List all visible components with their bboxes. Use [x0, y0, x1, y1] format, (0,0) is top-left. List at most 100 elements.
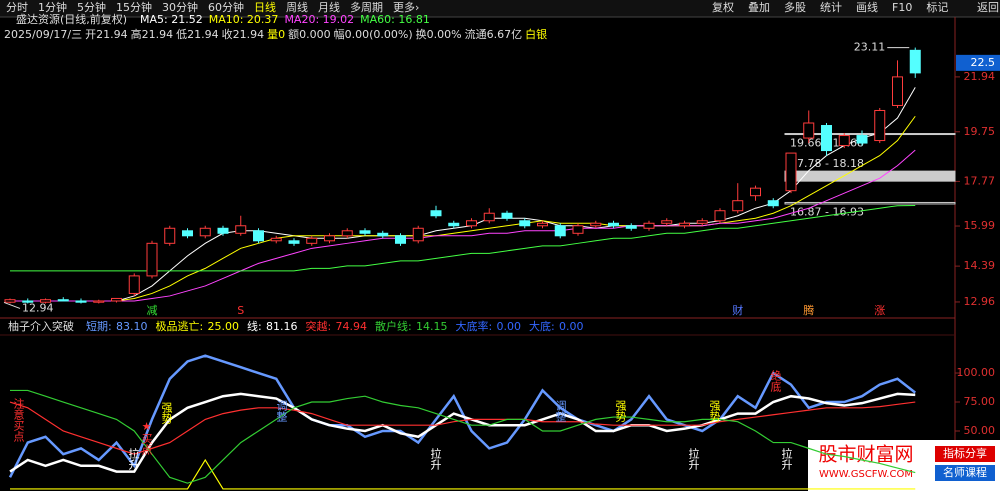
quote-item: 高21.94 — [131, 27, 174, 41]
y-tick-label: 15.99 — [964, 219, 996, 232]
legend-sep: : — [489, 320, 493, 333]
toolbar-button[interactable]: 画线 — [856, 0, 878, 14]
back-button[interactable]: 返回 — [977, 1, 999, 14]
quote-item: 额0.000 — [288, 28, 331, 41]
candle-body — [146, 242, 158, 277]
watermark-url: WWW.GSCFW.COM — [819, 469, 913, 480]
toolbar-tab[interactable]: 日线 — [254, 0, 276, 14]
candle-body — [821, 125, 832, 152]
annotation: 拉升 — [127, 447, 140, 471]
toolbar-tab[interactable]: 15分钟 — [116, 0, 152, 14]
y-tick-label: 17.77 — [964, 174, 996, 187]
signal-label: S — [237, 304, 244, 317]
indicator-line — [9, 392, 916, 473]
indicator-line — [10, 389, 916, 484]
quote-item: 2025/09/17/三 — [4, 28, 82, 41]
watermark-tag: 名师课程 — [943, 465, 987, 479]
candle-body — [270, 237, 282, 242]
candle-body — [554, 225, 566, 237]
price-zone — [784, 170, 956, 182]
legend-value: 25.00 — [208, 320, 240, 333]
y-tick-label: 12.96 — [964, 295, 996, 308]
toolbar-tab[interactable]: 1分钟 — [38, 0, 67, 14]
signal-label: 财 — [732, 303, 743, 317]
legend-value: 14.15 — [416, 320, 448, 333]
annotation: 强势 — [614, 400, 627, 422]
candle-body — [874, 109, 886, 142]
y-tick-label: 50.00 — [964, 424, 996, 437]
candle-body — [93, 300, 105, 303]
legend-name: 突越 — [306, 319, 328, 333]
legend-sep: : — [408, 320, 412, 333]
candle-body — [377, 232, 389, 237]
toolbar-tab[interactable]: 多周期 — [350, 0, 383, 14]
quote-item: 流通6.67亿 — [465, 27, 523, 41]
candle-body — [909, 49, 921, 74]
annotation: ★买点 — [140, 420, 153, 456]
indicator-line — [9, 401, 916, 455]
candle-body — [448, 222, 460, 227]
quote-item: 低21.94 — [176, 28, 219, 41]
toolbar-tab[interactable]: 分时 — [6, 1, 28, 14]
ma-legend: MA10: 20.37 — [209, 13, 279, 26]
toolbar-tab[interactable]: 月线 — [318, 0, 340, 14]
stock-name: 盛达资源(日线,前复权) — [16, 12, 127, 26]
candle-body — [182, 230, 193, 237]
candle-body — [519, 220, 531, 227]
candle-body — [306, 237, 318, 244]
candle-body — [4, 299, 16, 303]
ma-line — [10, 204, 916, 272]
toolbar-tab[interactable]: 60分钟 — [208, 0, 244, 14]
candle-body — [253, 230, 264, 242]
candle-body — [164, 227, 176, 244]
ma-line — [10, 115, 916, 302]
toolbar-button[interactable]: 统计 — [820, 1, 842, 14]
candle-body — [625, 225, 637, 229]
legend-name: 大底 — [529, 319, 551, 333]
high-label: 23.11 — [854, 41, 886, 54]
candle-body — [803, 122, 815, 139]
toolbar-button[interactable]: F10 — [892, 1, 912, 14]
candle-body — [22, 300, 34, 303]
tag-box — [935, 465, 995, 481]
signal-label: 减 — [147, 304, 158, 317]
annotation: 绝底 — [769, 369, 782, 392]
candle-body — [501, 212, 513, 219]
candle-body — [288, 240, 300, 244]
candle-body — [767, 200, 779, 207]
toolbar-button[interactable]: 多股 — [784, 0, 806, 14]
watermark: 股市财富网 WWW.GSCFW.COM 指标分享 名师课程 — [808, 440, 1000, 491]
annotation: 拉升 — [687, 447, 700, 471]
legend-value: 74.94 — [336, 320, 368, 333]
zone-label: 17.78 - 18.18 — [790, 157, 864, 170]
candle-body — [40, 299, 51, 303]
ma-legend: MA60: 16.81 — [360, 13, 430, 26]
toolbar-bg — [0, 0, 1000, 17]
candle-body — [75, 300, 87, 303]
watermark-site: 股市财富网 — [818, 444, 913, 466]
toolbar-tab[interactable]: 5分钟 — [77, 0, 106, 14]
signal-label: 涨 — [874, 304, 885, 317]
toolbar-button[interactable]: 标记 — [926, 0, 948, 14]
candle-body — [838, 135, 850, 147]
toolbar-tab[interactable]: 周线 — [286, 0, 308, 14]
candle-body — [661, 220, 673, 224]
quote-item: 收21.94 — [222, 27, 265, 41]
current-price-box — [956, 54, 1000, 71]
toolbar-tab[interactable]: 更多› — [393, 0, 419, 14]
quote-item: 白银 — [525, 27, 547, 41]
toolbar-button[interactable]: 复权 — [712, 0, 734, 14]
candle-body — [892, 76, 903, 106]
legend-value: 83.10 — [116, 320, 148, 333]
candle-body — [128, 275, 140, 294]
toolbar-tab[interactable]: 30分钟 — [162, 0, 198, 14]
candle-body — [483, 212, 495, 222]
quote-item: 量0 — [267, 28, 285, 41]
annotation: 注意买点 — [12, 397, 25, 443]
toolbar-button[interactable]: 叠加 — [748, 1, 770, 14]
candle-body — [359, 230, 371, 234]
annotation: 强势 — [708, 400, 721, 422]
y-tick-label: 100.00 — [957, 366, 996, 379]
annotation: 拉升 — [780, 447, 793, 471]
